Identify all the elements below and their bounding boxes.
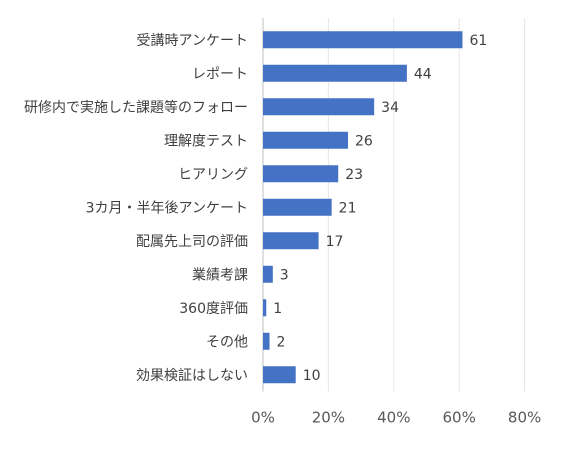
category-label: 受講時アンケート (137, 33, 248, 49)
x-tick-label: 20% (312, 409, 345, 427)
category-label: 配属先上司の評価 (136, 234, 248, 250)
bar (263, 131, 349, 149)
value-label: 23 (345, 167, 363, 183)
category-label: 3カ月・半年後アンケート (86, 200, 248, 216)
bar (263, 232, 319, 250)
value-labels: 61 44 34 26 23 21 17 3 1 2 10 (273, 33, 487, 384)
x-tick-label: 60% (443, 409, 476, 427)
bar (263, 366, 296, 384)
value-label: 3 (280, 267, 289, 283)
category-label: レポート (192, 66, 248, 82)
bars (263, 31, 463, 384)
value-label: 10 (303, 368, 321, 384)
bar (263, 98, 375, 116)
x-tick-label: 80% (508, 409, 541, 427)
value-label: 2 (277, 334, 286, 350)
value-label: 1 (273, 301, 282, 317)
bar (263, 198, 332, 216)
x-tick-label: 40% (377, 409, 410, 427)
value-label: 61 (469, 33, 487, 49)
category-label: 業績考課 (192, 267, 248, 283)
category-label: その他 (206, 334, 248, 350)
bar (263, 299, 267, 317)
category-label: 研修内で実施した課題等のフォロー (24, 99, 248, 116)
value-label: 34 (381, 100, 399, 116)
bar (263, 165, 339, 183)
category-label: 効果検証はしない (136, 368, 248, 384)
bar (263, 31, 463, 49)
x-axis-ticks: 0% 20% 40% 60% 80% (251, 409, 541, 427)
x-tick-label: 0% (251, 409, 275, 427)
value-label: 17 (326, 234, 344, 250)
value-label: 26 (355, 133, 373, 149)
bar (263, 265, 273, 283)
value-label: 21 (339, 200, 357, 216)
value-label: 44 (414, 66, 432, 82)
bar (263, 332, 270, 350)
category-label: 理解度テスト (164, 133, 248, 149)
category-label: 360度評価 (179, 301, 248, 317)
category-label: ヒアリング (178, 167, 248, 183)
bar (263, 64, 407, 82)
